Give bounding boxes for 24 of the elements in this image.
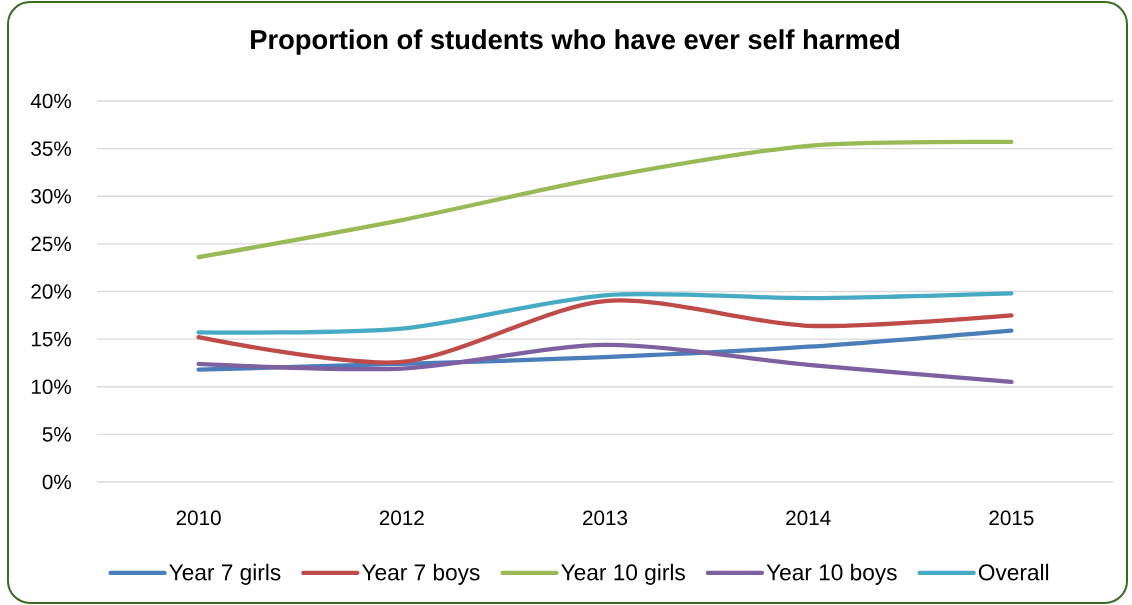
x-tick-label: 2010	[176, 510, 221, 526]
y-tick-label: 25%	[31, 236, 71, 252]
x-tick-label: 2012	[379, 510, 424, 526]
x-tick-label: 2014	[786, 510, 831, 526]
legend-label: Year 10 boys	[766, 563, 897, 585]
x-tick-label: 2015	[989, 510, 1034, 526]
line-series	[196, 342, 1014, 385]
y-tick-label: 35%	[31, 141, 71, 156]
line-series	[196, 298, 1014, 365]
y-tick-label: 15%	[31, 331, 71, 347]
y-tick-label: 5%	[42, 427, 71, 442]
legend-label: Year 10 girls	[561, 563, 685, 585]
y-tick-label: 30%	[31, 188, 71, 204]
legend-label: Overall	[978, 563, 1049, 581]
line-series	[196, 139, 1014, 260]
y-tick-label: 0%	[42, 474, 71, 490]
y-tick-label: 10%	[31, 379, 71, 395]
y-tick-label: 40%	[30, 93, 71, 109]
chart-title: Proportion of students who have ever self harmed	[251, 29, 899, 55]
line-series	[196, 291, 1014, 335]
legend-label: Year 7 boys	[361, 563, 480, 585]
y-tick-label: 20%	[31, 284, 71, 299]
legend-label: Year 7 girls	[169, 563, 281, 585]
x-tick-label: 2013	[583, 510, 628, 526]
